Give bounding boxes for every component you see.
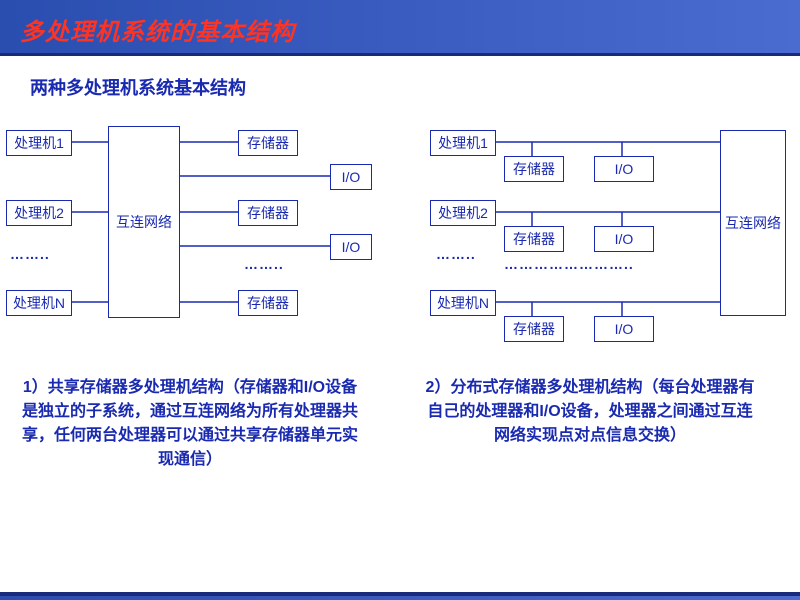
- right-diagram: 处理机1 存储器 I/O 处理机2 存储器 I/O …….. …………………….…: [400, 116, 800, 356]
- subtitle: 两种多处理机系统基本结构: [30, 74, 246, 100]
- content-area: 两种多处理机系统基本结构 处理机1 处理机2 …….. 处理机N 互连网络 存储: [0, 56, 800, 596]
- memory-box: 存储器: [504, 226, 564, 252]
- dots: ……..: [10, 246, 50, 262]
- footer-divider: [0, 592, 800, 596]
- left-diagram: 处理机1 处理机2 …….. 处理机N 互连网络 存储器 存储器 …….. 存储…: [0, 116, 400, 356]
- io-box: I/O: [594, 226, 654, 252]
- left-caption: 1）共享存储器多处理机结构（存储器和I/O设备是独立的子系统，通过互连网络为所有…: [20, 376, 360, 472]
- memory-box: 存储器: [238, 200, 298, 226]
- memory-box: 存储器: [504, 156, 564, 182]
- slide: 多处理机系统的基本结构 两种多处理机系统基本结构 处理机1 处理机2 ……..: [0, 0, 800, 600]
- processor-box: 处理机N: [6, 290, 72, 316]
- memory-box: 存储器: [238, 130, 298, 156]
- memory-box: 存储器: [504, 316, 564, 342]
- dots: ……..: [244, 256, 284, 272]
- title-bar: 多处理机系统的基本结构: [0, 0, 800, 53]
- io-box: I/O: [330, 234, 372, 260]
- memory-box: 存储器: [238, 290, 298, 316]
- dots: ……..: [436, 246, 476, 262]
- io-box: I/O: [594, 156, 654, 182]
- processor-box: 处理机1: [430, 130, 496, 156]
- processor-box: 处理机2: [430, 200, 496, 226]
- io-box: I/O: [594, 316, 654, 342]
- processor-box: 处理机N: [430, 290, 496, 316]
- interconnect-box: 互连网络: [720, 130, 786, 316]
- processor-box: 处理机2: [6, 200, 72, 226]
- dots: ……………………..: [504, 256, 634, 272]
- io-box: I/O: [330, 164, 372, 190]
- right-caption: 2）分布式存储器多处理机结构（每台处理器有自己的处理器和I/O设备，处理器之间通…: [420, 376, 760, 448]
- processor-box: 处理机1: [6, 130, 72, 156]
- interconnect-box: 互连网络: [108, 126, 180, 318]
- slide-title: 多处理机系统的基本结构: [20, 12, 780, 47]
